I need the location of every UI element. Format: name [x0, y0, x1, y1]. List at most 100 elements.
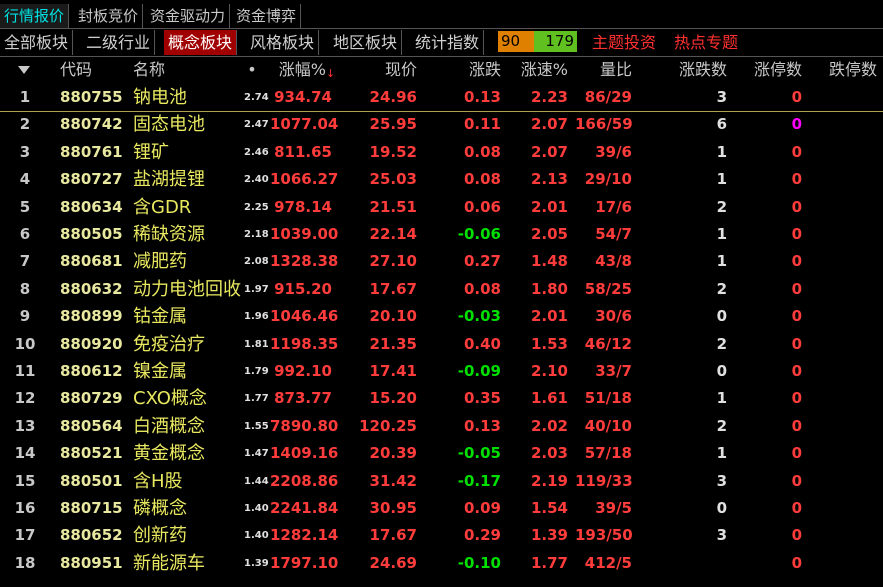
- table-cell: 0: [791, 362, 802, 380]
- table-cell: 减肥药: [133, 251, 187, 273]
- top-tab[interactable]: 封板竞价: [74, 4, 144, 28]
- table-cell: 58/25: [584, 279, 632, 298]
- table-cell: 880899: [60, 307, 123, 326]
- table-cell: 31.42: [369, 471, 417, 490]
- table-cell: 3: [716, 471, 727, 490]
- table-cell: 2: [716, 416, 727, 435]
- table-cell: 6: [716, 115, 727, 134]
- sub-tab[interactable]: 全部板块: [0, 30, 74, 55]
- table-cell: 2.05: [530, 225, 568, 243]
- table-cell: 2208.86: [270, 471, 339, 490]
- divider: [0, 28, 883, 29]
- top-tab[interactable]: 行情报价: [0, 4, 70, 28]
- table-cell: 880652: [60, 526, 123, 545]
- table-cell: 880920: [60, 334, 123, 353]
- table-cell: 0: [791, 225, 802, 243]
- sub-tab[interactable]: 风格板块: [246, 30, 320, 55]
- table-cell: -0.17: [457, 471, 501, 490]
- table-cell: 166/59: [575, 115, 633, 134]
- table-cell: 51/18: [584, 389, 632, 408]
- top-tab[interactable]: 资金驱动力: [146, 4, 231, 28]
- table-cell: 1066.27: [270, 170, 339, 189]
- table-cell: 12: [14, 389, 36, 408]
- table-cell: 固态电池: [133, 114, 205, 136]
- table-cell: 2.10: [530, 362, 568, 380]
- column-header[interactable]: 涨跌: [468, 60, 501, 79]
- column-header[interactable]: 代码: [60, 60, 93, 79]
- table-cell: 0: [791, 252, 802, 271]
- up-count: 90: [498, 31, 537, 52]
- table-cell: 880564: [60, 416, 123, 435]
- table-cell: 0.06: [463, 197, 501, 216]
- table-cell: 1.48: [530, 252, 568, 271]
- table-cell: 33/7: [595, 362, 632, 380]
- table-cell: 0: [791, 444, 802, 463]
- column-header[interactable]: 量比: [599, 60, 632, 79]
- table-cell: 46/12: [584, 334, 632, 353]
- topic-link[interactable]: 热点专题: [674, 33, 739, 52]
- table-cell: 2.74: [244, 92, 269, 103]
- table-cell: 3: [716, 88, 727, 106]
- table-cell: 2241.84: [270, 499, 339, 517]
- table-cell: 1: [716, 170, 727, 189]
- column-header[interactable]: 跌停数: [828, 60, 877, 79]
- table-cell: 1: [716, 444, 727, 463]
- sub-tab[interactable]: 统计指数: [411, 30, 485, 55]
- table-cell: 25.95: [369, 115, 417, 134]
- column-header[interactable]: 名称: [133, 60, 166, 79]
- table-cell: 18: [14, 553, 36, 572]
- column-header[interactable]: •: [247, 60, 257, 79]
- table-cell: 2: [716, 197, 727, 216]
- table-cell: 119/33: [575, 471, 633, 490]
- table-cell: 0.08: [463, 170, 501, 189]
- table-cell: 1282.14: [270, 526, 339, 545]
- table-cell: 880521: [60, 444, 123, 463]
- table-cell: 1.53: [530, 334, 568, 353]
- column-header[interactable]: 涨幅%: [278, 60, 326, 79]
- column-header[interactable]: 涨停数: [753, 60, 802, 79]
- table-cell: 1.47: [244, 448, 269, 460]
- table-cell: 880632: [60, 279, 123, 298]
- table-cell: 3: [19, 142, 31, 161]
- table-cell: 6: [19, 225, 31, 243]
- table-cell: 5: [19, 197, 31, 216]
- top-tab[interactable]: 资金博弈: [232, 4, 302, 28]
- table-cell: 2.46: [244, 146, 269, 158]
- sort-arrow: ↓: [326, 67, 336, 80]
- table-cell: 2.47: [244, 119, 269, 131]
- table-cell: 17.67: [369, 526, 417, 545]
- table-cell: 1.80: [530, 279, 568, 298]
- sub-tab[interactable]: 二级行业: [82, 30, 156, 55]
- table-cell: 193/50: [575, 526, 633, 545]
- column-header[interactable]: 现价: [384, 60, 417, 79]
- table-cell: 880755: [60, 88, 123, 106]
- table-cell: -0.06: [457, 225, 501, 243]
- table-cell: 创新药: [133, 525, 187, 547]
- divider: [0, 56, 883, 57]
- table-cell: 0: [791, 115, 802, 134]
- table-cell: 880727: [60, 170, 123, 189]
- table-cell: 0: [791, 416, 802, 435]
- table-cell: 9: [19, 307, 31, 326]
- table-cell: 880505: [60, 225, 123, 243]
- table-cell: 1.44: [244, 475, 269, 487]
- table-cell: 19.52: [369, 142, 417, 161]
- table-cell: 39/6: [595, 142, 632, 161]
- column-header[interactable]: 涨速%: [520, 60, 568, 79]
- table-cell: 915.20: [274, 279, 332, 298]
- table-cell: 2.18: [244, 229, 269, 240]
- column-header[interactable]: 涨跌数: [678, 60, 727, 79]
- sub-tab[interactable]: 概念板块: [164, 30, 238, 55]
- sub-tab[interactable]: 地区板块: [329, 30, 403, 55]
- table-cell: 2: [716, 279, 727, 298]
- table-cell: 0: [791, 170, 802, 189]
- topic-link[interactable]: 主题投资: [592, 33, 657, 52]
- table-cell: 0: [791, 526, 802, 545]
- table-cell: 8: [19, 279, 31, 298]
- table-cell: 0: [791, 471, 802, 490]
- table-cell: 880951: [60, 553, 123, 572]
- table-cell: 22.14: [369, 225, 417, 243]
- table-cell: CXO概念: [133, 388, 207, 410]
- sort-icon[interactable]: [17, 65, 31, 75]
- table-cell: 880729: [60, 389, 123, 408]
